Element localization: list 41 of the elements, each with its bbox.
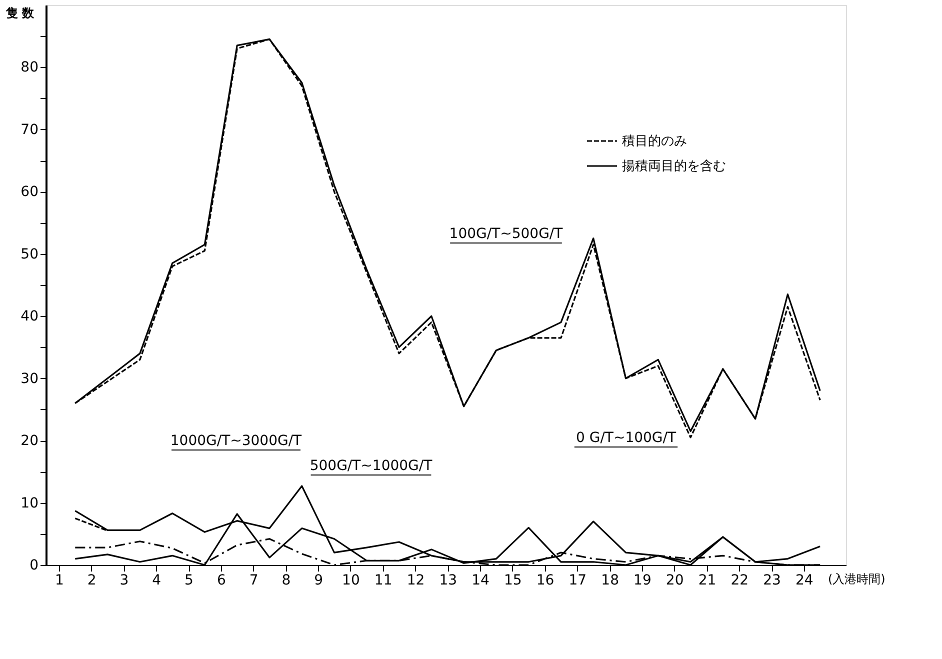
annotation: 100G/T~500G/T <box>449 226 564 242</box>
y-tick-label: 40 <box>20 308 38 325</box>
x-tick-label: 24 <box>795 572 814 588</box>
y-tick-label: 80 <box>20 60 38 76</box>
x-tick-label: 16 <box>536 572 554 588</box>
y-tick-label: 10 <box>20 495 38 512</box>
x-tick-label: 18 <box>601 572 619 588</box>
x-tick-label: 1 <box>54 572 64 588</box>
x-tick-label: 3 <box>120 572 129 588</box>
x-tick-label: 5 <box>184 572 194 588</box>
y-tick-label: 20 <box>20 433 38 450</box>
x-tick-label: 6 <box>216 572 226 588</box>
annotation: 1000G/T~3000G/T <box>170 433 302 449</box>
y-tick-label: 60 <box>20 184 38 200</box>
x-tick-label: 20 <box>666 572 684 588</box>
y-tick-label: 50 <box>20 246 38 262</box>
x-tick-label: 9 <box>314 572 324 588</box>
x-tick-label: 4 <box>152 572 162 588</box>
x-tick-label: 8 <box>282 572 291 588</box>
x-tick-label: 13 <box>439 572 458 588</box>
y-tick-label: 70 <box>20 122 38 138</box>
y-tick-label: 0 <box>30 558 38 574</box>
y-axis-title: 隻 数 <box>4 6 35 20</box>
x-tick-label: 15 <box>504 572 522 588</box>
x-tick-label: 19 <box>634 572 652 588</box>
x-tick-label: 2 <box>87 572 96 588</box>
x-axis-title: (入港時間) <box>828 572 886 586</box>
legend-label: 揚積両目的を含む <box>622 159 726 174</box>
x-tick-label: 23 <box>763 572 781 588</box>
x-tick-label: 7 <box>249 572 258 588</box>
y-tick-label: 30 <box>20 370 38 387</box>
x-tick-label: 22 <box>730 572 749 588</box>
legend-label: 積目的のみ <box>622 134 687 149</box>
x-tick-label: 11 <box>374 572 392 588</box>
annotation: 500G/T~1000G/T <box>310 458 433 474</box>
x-tick-label: 21 <box>698 572 716 588</box>
x-tick-label: 12 <box>406 572 425 588</box>
x-tick-label: 10 <box>342 572 360 588</box>
annotation: 0 G/T~100G/T <box>576 430 676 446</box>
x-tick-label: 14 <box>472 572 490 588</box>
x-tick-label: 17 <box>568 572 587 588</box>
